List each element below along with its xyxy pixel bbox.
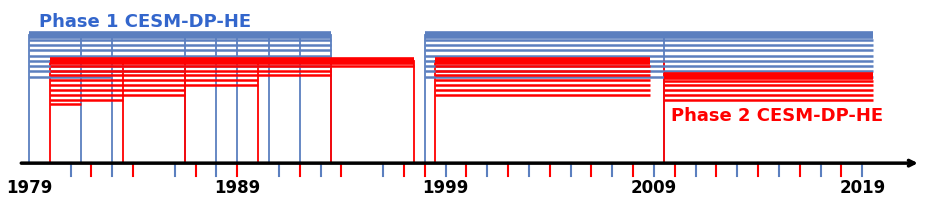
Text: Phase 2 CESM-DP-HE: Phase 2 CESM-DP-HE: [670, 107, 882, 125]
Text: 2019: 2019: [839, 179, 885, 197]
Text: 1999: 1999: [422, 179, 468, 197]
Text: 1989: 1989: [214, 179, 260, 197]
Text: 1979: 1979: [6, 179, 52, 197]
Text: Phase 1 CESM-DP-HE: Phase 1 CESM-DP-HE: [39, 12, 251, 30]
Text: 2009: 2009: [630, 179, 677, 197]
